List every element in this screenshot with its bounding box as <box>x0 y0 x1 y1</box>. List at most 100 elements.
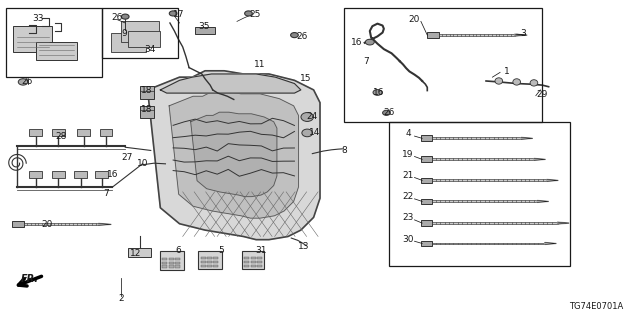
Text: 4: 4 <box>405 129 411 138</box>
Bar <box>169 262 173 264</box>
Text: 30: 30 <box>403 235 414 244</box>
Bar <box>129 31 161 47</box>
Text: 13: 13 <box>298 242 310 251</box>
Bar <box>24 223 99 225</box>
Bar <box>74 171 87 178</box>
Bar <box>244 257 250 260</box>
Bar <box>163 258 168 260</box>
Bar <box>100 129 113 136</box>
Text: 15: 15 <box>300 74 312 83</box>
Ellipse shape <box>170 11 177 16</box>
Bar <box>52 171 65 178</box>
Bar <box>433 158 534 160</box>
Text: 10: 10 <box>137 159 148 168</box>
Bar <box>169 266 173 268</box>
Ellipse shape <box>291 33 298 38</box>
Bar <box>421 178 433 183</box>
Text: 34: 34 <box>145 44 156 54</box>
Bar <box>244 265 250 267</box>
Text: TG74E0701A: TG74E0701A <box>569 302 623 311</box>
Text: 27: 27 <box>122 153 133 162</box>
Polygon shape <box>169 92 298 218</box>
Text: 7: 7 <box>363 57 369 66</box>
Text: 20: 20 <box>41 220 52 229</box>
Bar <box>257 257 262 260</box>
Bar <box>175 258 180 260</box>
Bar <box>77 129 90 136</box>
Bar <box>344 8 542 123</box>
Bar <box>12 221 24 227</box>
Bar <box>200 261 205 263</box>
Bar <box>244 261 250 263</box>
Bar <box>421 198 433 204</box>
Polygon shape <box>545 243 556 244</box>
Bar <box>29 129 42 136</box>
Bar <box>257 261 262 263</box>
Bar <box>200 257 205 260</box>
Bar <box>251 257 256 260</box>
Bar <box>160 252 184 270</box>
Polygon shape <box>534 158 545 160</box>
Text: 33: 33 <box>32 14 44 23</box>
Bar <box>251 261 256 263</box>
Text: 35: 35 <box>198 22 209 31</box>
Bar <box>213 257 218 260</box>
Bar <box>140 106 154 118</box>
Bar <box>163 266 168 268</box>
Bar <box>163 262 168 264</box>
Ellipse shape <box>495 78 502 84</box>
Text: 8: 8 <box>341 146 347 155</box>
Bar <box>251 265 256 267</box>
Bar <box>439 34 515 36</box>
Bar <box>169 258 173 260</box>
Text: 26: 26 <box>383 108 395 117</box>
Bar <box>175 266 180 268</box>
Bar <box>421 156 433 162</box>
Text: 21: 21 <box>403 171 414 180</box>
Bar <box>200 265 205 267</box>
Ellipse shape <box>301 113 314 122</box>
Polygon shape <box>148 71 320 240</box>
Bar <box>6 8 102 77</box>
Polygon shape <box>557 222 569 224</box>
Text: 25: 25 <box>249 10 260 19</box>
Text: 14: 14 <box>309 128 321 137</box>
Text: 17: 17 <box>172 10 184 19</box>
Text: 24: 24 <box>307 113 318 122</box>
Bar <box>433 243 545 244</box>
Polygon shape <box>547 180 558 181</box>
Ellipse shape <box>302 129 312 137</box>
Bar <box>421 220 433 226</box>
Bar <box>198 252 222 269</box>
Polygon shape <box>99 223 111 225</box>
Bar <box>213 261 218 263</box>
Text: 19: 19 <box>403 150 414 159</box>
Ellipse shape <box>383 110 390 116</box>
Bar <box>36 42 77 60</box>
Text: 28: 28 <box>56 132 67 140</box>
Bar <box>29 171 42 178</box>
Bar <box>129 248 151 257</box>
Polygon shape <box>161 74 301 93</box>
Text: 18: 18 <box>141 105 152 114</box>
Text: 20: 20 <box>409 15 420 24</box>
Bar <box>421 135 433 141</box>
Text: 5: 5 <box>218 246 224 255</box>
Text: 18: 18 <box>141 86 152 95</box>
Bar <box>207 261 212 263</box>
Text: 1: 1 <box>504 67 509 76</box>
Ellipse shape <box>244 11 252 16</box>
Bar <box>433 180 547 181</box>
Text: 16: 16 <box>351 38 363 47</box>
Ellipse shape <box>365 39 374 45</box>
Bar <box>242 252 264 269</box>
Polygon shape <box>521 137 532 139</box>
Ellipse shape <box>373 90 382 95</box>
Bar <box>102 8 178 58</box>
Text: 11: 11 <box>253 60 265 69</box>
Bar <box>52 129 65 136</box>
Text: 26: 26 <box>296 32 308 41</box>
Bar <box>13 26 52 52</box>
Polygon shape <box>537 200 548 202</box>
Text: 26: 26 <box>22 77 33 86</box>
